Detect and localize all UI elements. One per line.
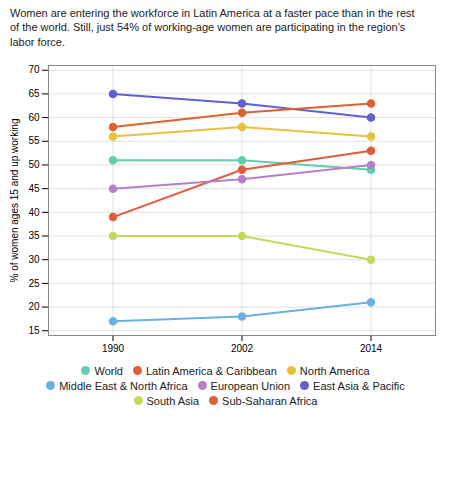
svg-text:70: 70 (28, 64, 40, 75)
svg-text:65: 65 (28, 88, 40, 99)
svg-text:25: 25 (28, 277, 40, 288)
svg-text:55: 55 (28, 135, 40, 146)
svg-text:2002: 2002 (231, 342, 254, 353)
html-text:North America: North America (299, 364, 370, 377)
svg-text:15: 15 (28, 325, 40, 336)
svg-text:30: 30 (28, 254, 40, 265)
svg-text:50: 50 (28, 159, 40, 170)
svg-text:% of women ages 15 and up work: % of women ages 15 and up working (9, 118, 20, 282)
svg-text:45: 45 (28, 183, 40, 194)
svg-text:20: 20 (28, 301, 40, 312)
svg-text:2014: 2014 (360, 342, 383, 353)
svg-text:35: 35 (28, 230, 40, 241)
html-text:Sub-Saharan Africa: Sub-Saharan Africa (222, 394, 318, 407)
svg-text:40: 40 (28, 206, 40, 217)
html-text:Middle East & North Africa: Middle East & North Africa (59, 379, 188, 392)
html-text:European Union: European Union (210, 379, 291, 392)
html-text:Latin America & Caribbean: Latin America & Caribbean (146, 364, 277, 377)
html-text:South Asia: South Asia (146, 394, 200, 407)
html-text:East Asia & Pacific: East Asia & Pacific (313, 379, 405, 392)
html-text:World: World (94, 364, 123, 377)
html-text:Women are entering the workfor: Women are entering the workforce in Lati… (10, 7, 415, 48)
svg-text:1990: 1990 (102, 342, 125, 353)
svg-text:60: 60 (28, 112, 40, 123)
